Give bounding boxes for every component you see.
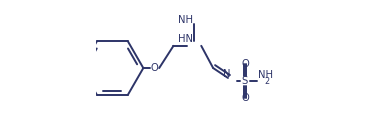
Text: O: O xyxy=(241,58,249,68)
Text: NH: NH xyxy=(258,70,273,80)
Text: N: N xyxy=(223,69,231,79)
Text: S: S xyxy=(242,76,248,86)
Text: NH: NH xyxy=(178,15,193,25)
Text: O: O xyxy=(241,93,249,103)
Text: O: O xyxy=(150,63,158,73)
Text: 2: 2 xyxy=(264,77,269,86)
Text: HN: HN xyxy=(178,34,193,44)
